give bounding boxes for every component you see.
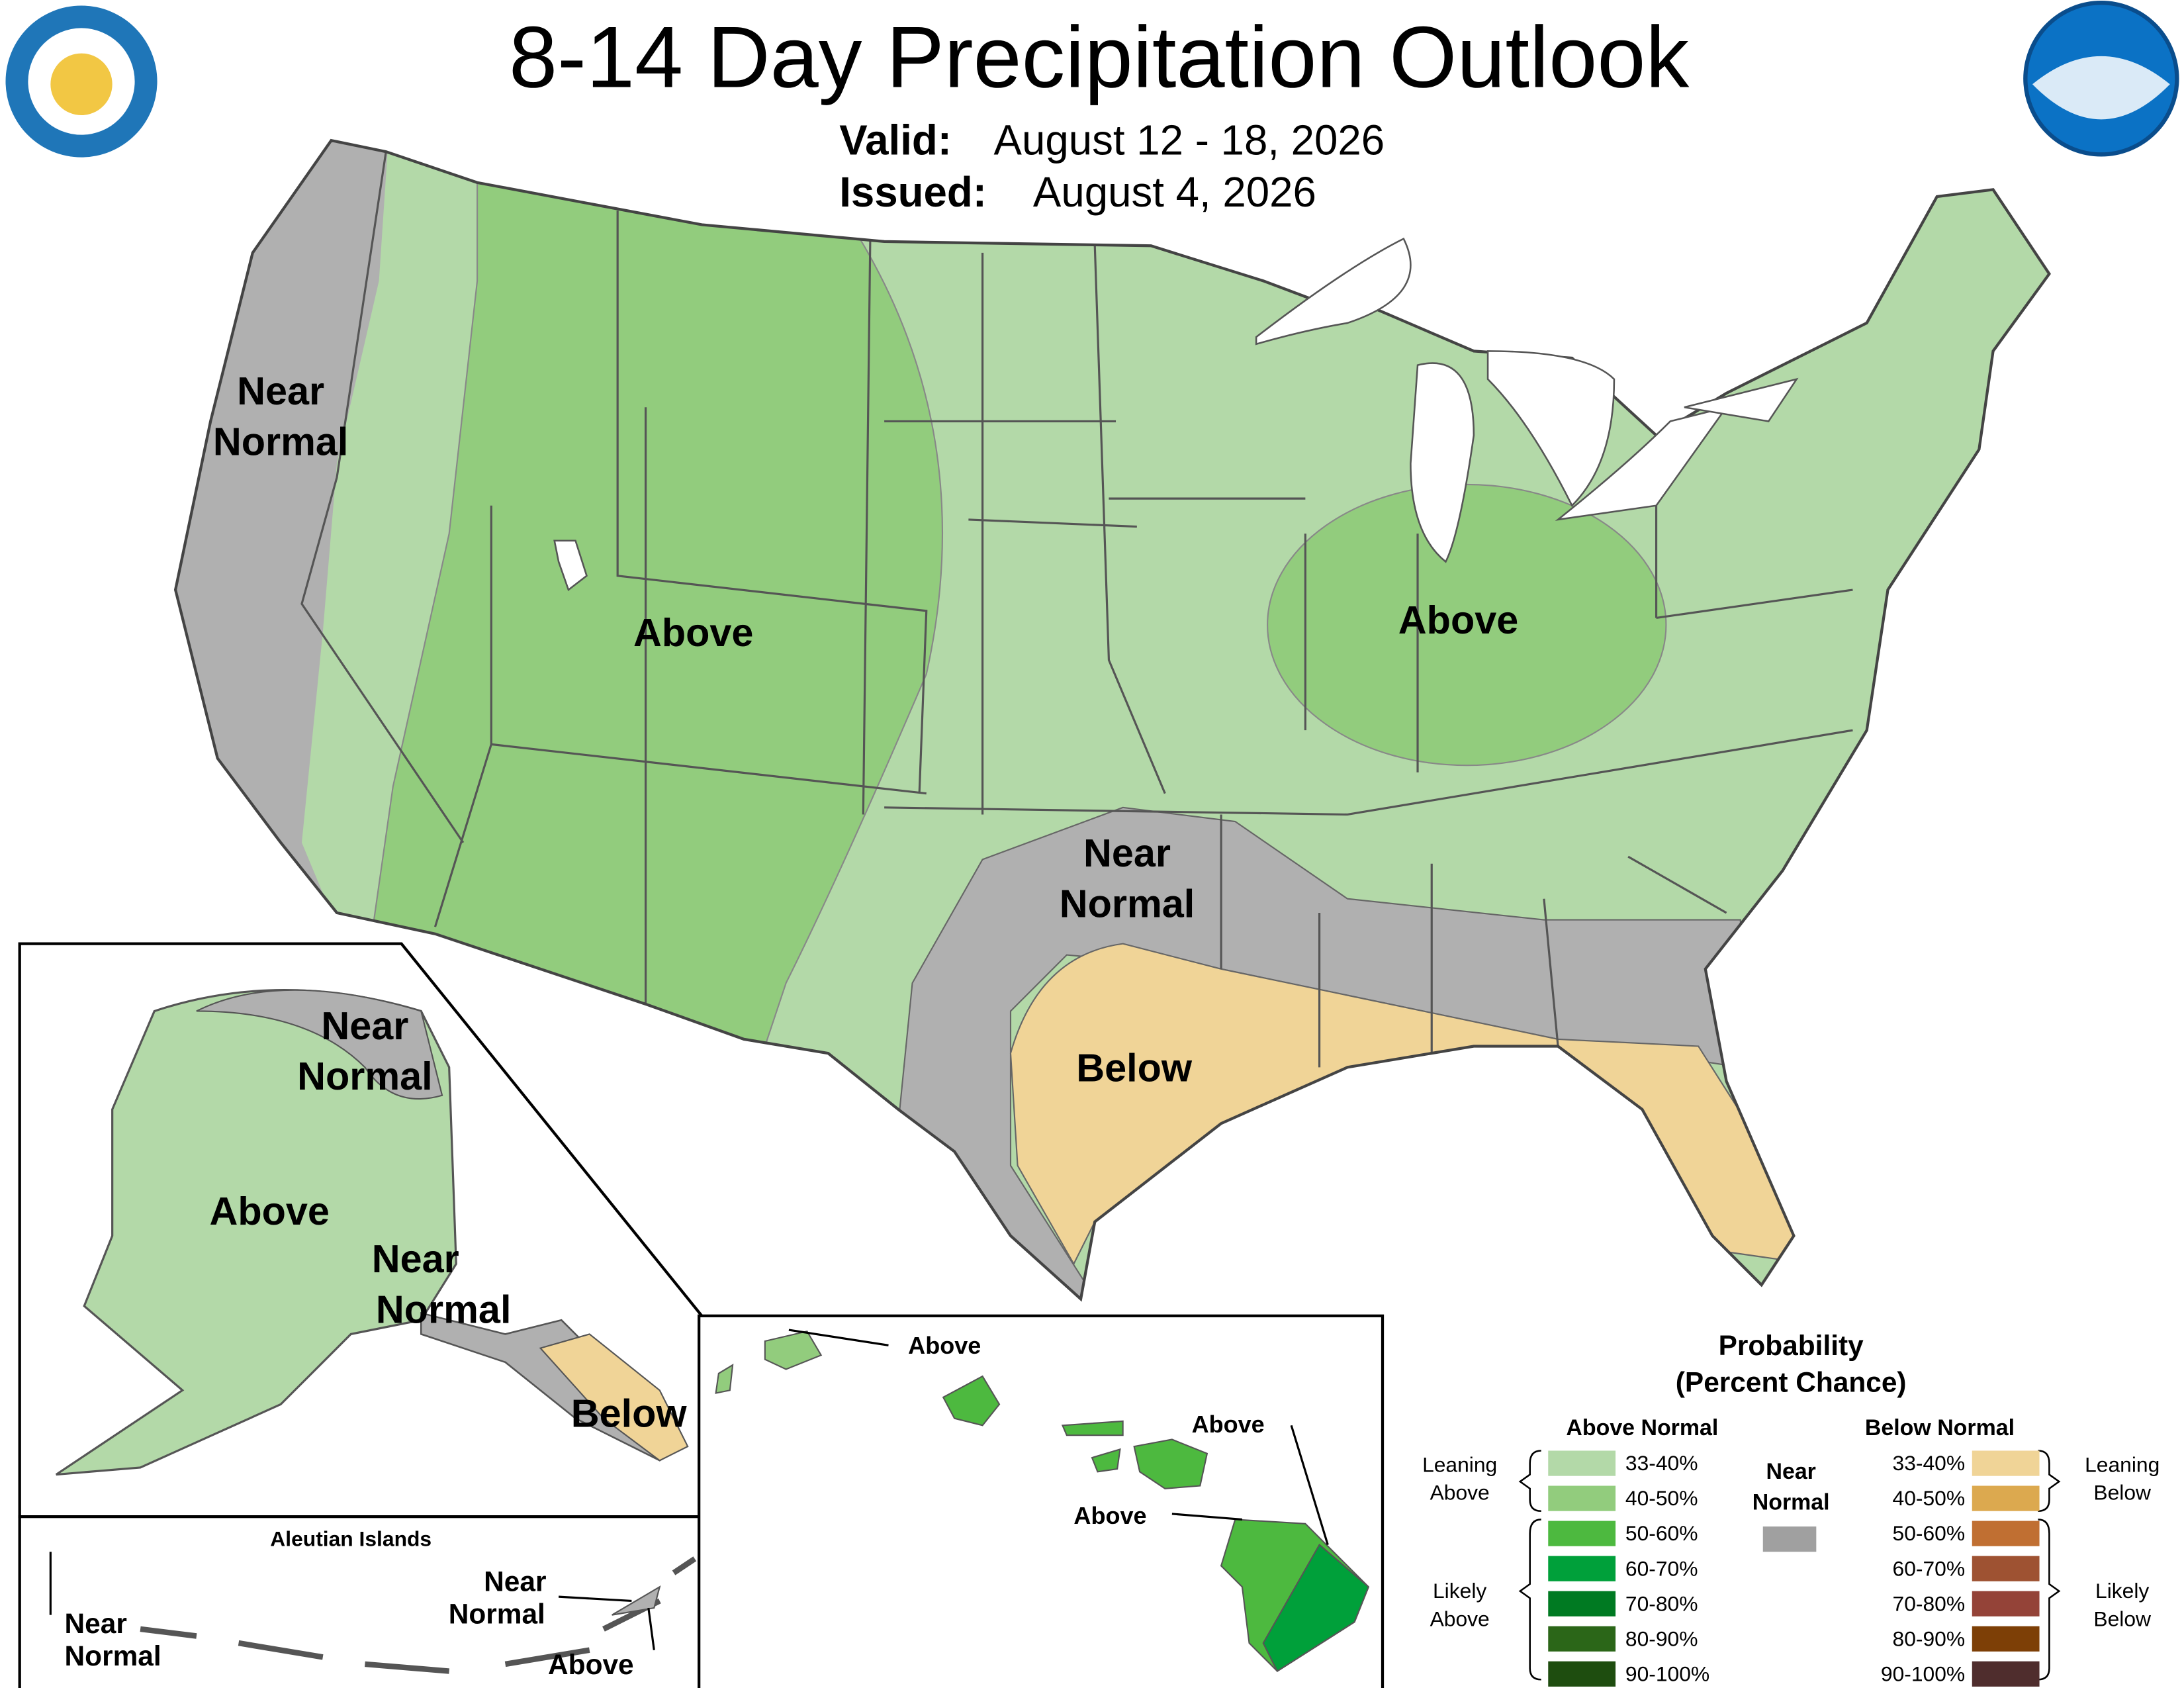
legend-swatch: [1972, 1661, 2040, 1687]
legend-range: 60-70%: [1625, 1556, 1698, 1580]
legend-swatch: [1972, 1450, 2040, 1476]
legend-range: 33-40%: [1625, 1451, 1698, 1475]
legend-range: 80-90%: [1893, 1626, 1966, 1650]
valid-label: Valid:: [839, 117, 952, 164]
legend-group: Likely: [2095, 1579, 2149, 1603]
legend-title: (Percent Chance): [1676, 1366, 1907, 1397]
map-label: Below: [1076, 1046, 1193, 1090]
valid-date: August 12 - 18, 2026: [994, 117, 1385, 164]
legend-range: 40-50%: [1625, 1486, 1698, 1510]
legend-near: Near: [1766, 1459, 1815, 1484]
issued-date: August 4, 2026: [1033, 169, 1316, 216]
map-label: Above: [908, 1332, 981, 1359]
map-label: Near: [237, 369, 324, 413]
legend-swatch: [1548, 1450, 1616, 1476]
map-label: Normal: [1060, 881, 1195, 925]
map-label: Normal: [449, 1598, 545, 1629]
legend-range: 70-80%: [1625, 1591, 1698, 1615]
legend-swatch: [1972, 1521, 2040, 1546]
legend-swatch: [1972, 1485, 2040, 1511]
title: 8-14 Day Precipitation Outlook: [509, 9, 1689, 106]
noaa-logo: [2023, 1, 2179, 157]
legend-group: Likely: [1433, 1579, 1486, 1603]
legend-swatch: [1972, 1591, 2040, 1617]
hawaii-inset: [698, 1314, 1385, 1688]
legend-range: 70-80%: [1893, 1591, 1966, 1615]
legend: Probability (Percent Chance) Above Norma…: [1422, 1330, 2160, 1687]
map-label: Above: [633, 610, 753, 655]
great-lakes: [553, 237, 1799, 592]
legend-brace: [1518, 1450, 2061, 1681]
legend-swatch: [1548, 1661, 1616, 1687]
legend-group: Below: [2093, 1607, 2152, 1631]
legend-range: 60-70%: [1893, 1556, 1966, 1580]
legend-range: 90-100%: [1881, 1662, 1965, 1685]
legend-range: 80-90%: [1625, 1626, 1698, 1650]
legend-group: Leaning: [1422, 1452, 1497, 1476]
map-label: Above: [1192, 1411, 1265, 1438]
legend-range: 50-60%: [1625, 1521, 1698, 1545]
map-label: Normal: [376, 1287, 512, 1331]
legend-group: Below: [2093, 1481, 2152, 1505]
legend-swatch: [1972, 1556, 2040, 1581]
legend-group: Above: [1430, 1607, 1490, 1631]
map-label: Near: [372, 1237, 459, 1281]
legend-group: Leaning: [2085, 1452, 2160, 1476]
map-label: Near: [321, 1004, 408, 1048]
map-label: Above: [548, 1649, 634, 1680]
legend-header: Below Normal: [1865, 1415, 2015, 1440]
legend-near: Normal: [1752, 1490, 1830, 1515]
map-label: Near: [1083, 831, 1171, 875]
legend-range: 90-100%: [1625, 1662, 1709, 1685]
legend-group: Above: [1430, 1481, 1490, 1505]
legend-swatch: [1548, 1626, 1616, 1652]
legend-swatch: [1972, 1626, 2040, 1652]
map-label: Normal: [65, 1640, 161, 1671]
legend-swatch: [1548, 1591, 1616, 1617]
aleutian-inset: [18, 1515, 704, 1688]
legend-range: 40-50%: [1893, 1486, 1966, 1510]
legend-swatch: [1762, 1526, 1817, 1552]
legend-swatch: [1548, 1521, 1616, 1546]
inset-title: Aleutian Islands: [270, 1527, 432, 1551]
map-label: Above: [209, 1189, 329, 1233]
commerce-logo: [5, 5, 158, 158]
legend-swatch: [1548, 1556, 1616, 1581]
legend-range: 50-60%: [1893, 1521, 1966, 1545]
map-label: Below: [571, 1391, 688, 1435]
legend-header: Above Normal: [1566, 1415, 1718, 1440]
map-label: Normal: [213, 419, 349, 463]
legend-swatch: [1548, 1485, 1616, 1511]
legend-title: Probability: [1719, 1330, 1864, 1361]
map-label: Above: [1398, 598, 1518, 642]
issued-label: Issued:: [839, 169, 987, 216]
map-label: Normal: [297, 1054, 433, 1098]
map-label: Above: [1073, 1502, 1146, 1529]
map-label: Near: [65, 1608, 127, 1639]
map-label: Near: [484, 1566, 546, 1597]
legend-range: 33-40%: [1893, 1451, 1966, 1475]
